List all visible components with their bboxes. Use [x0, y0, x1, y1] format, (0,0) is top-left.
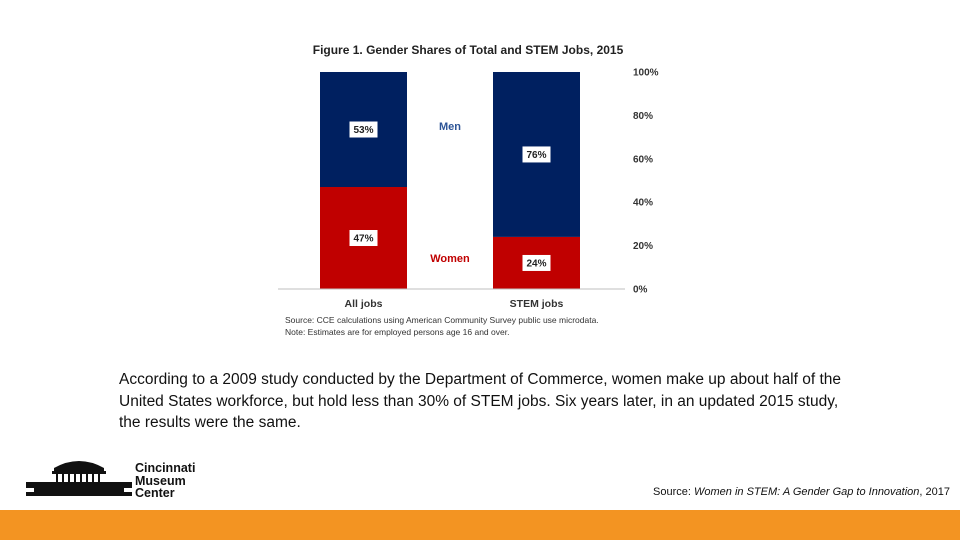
source-citation: Source: Women in STEM: A Gender Gap to I… — [653, 486, 950, 498]
data-label-men-1: 53% — [353, 125, 373, 136]
y-tick-20: 20% — [633, 241, 653, 252]
series-label-men: Men — [439, 121, 461, 133]
logo-line-1: Cincinnati — [135, 461, 196, 475]
logo-line-3: Center — [135, 486, 175, 500]
data-label-box-men-1 — [349, 121, 378, 138]
museum-logo-text: Cincinnati Museum Center — [135, 462, 195, 500]
stem-gender-chart: Figure 1. Gender Shares of Total and STE… — [278, 43, 659, 337]
source-title: Women in STEM: A Gender Gap to Innovatio… — [694, 486, 920, 498]
data-label-box-women-2 — [522, 254, 551, 271]
chart-title: Figure 1. Gender Shares of Total and STE… — [313, 43, 624, 57]
y-tick-80: 80% — [633, 111, 653, 122]
footer-bar — [0, 510, 960, 540]
y-tick-0: 0% — [633, 285, 648, 296]
chart-estimate-note: Note: Estimates are for employed persons… — [285, 327, 509, 337]
study-paragraph: According to a 2009 study conducted by t… — [119, 371, 842, 431]
series-label-women: Women — [430, 253, 470, 265]
x-category-1: All jobs — [345, 298, 383, 310]
data-label-box-men-2 — [522, 146, 551, 163]
data-label-box-women-1 — [349, 230, 378, 247]
y-tick-60: 60% — [633, 154, 653, 165]
museum-logo-icon — [26, 461, 132, 496]
chart-source-note: Source: CCE calculations using American … — [285, 315, 599, 325]
logo-line-2: Museum — [135, 473, 186, 488]
data-label-women-2: 24% — [526, 258, 546, 269]
data-label-women-1: 47% — [353, 234, 373, 245]
data-label-men-2: 76% — [526, 150, 546, 161]
source-suffix: , 2017 — [919, 486, 950, 498]
source-prefix: Source: — [653, 486, 694, 498]
y-tick-40: 40% — [633, 198, 653, 209]
x-category-2: STEM jobs — [510, 298, 564, 310]
y-tick-100: 100% — [633, 68, 659, 79]
